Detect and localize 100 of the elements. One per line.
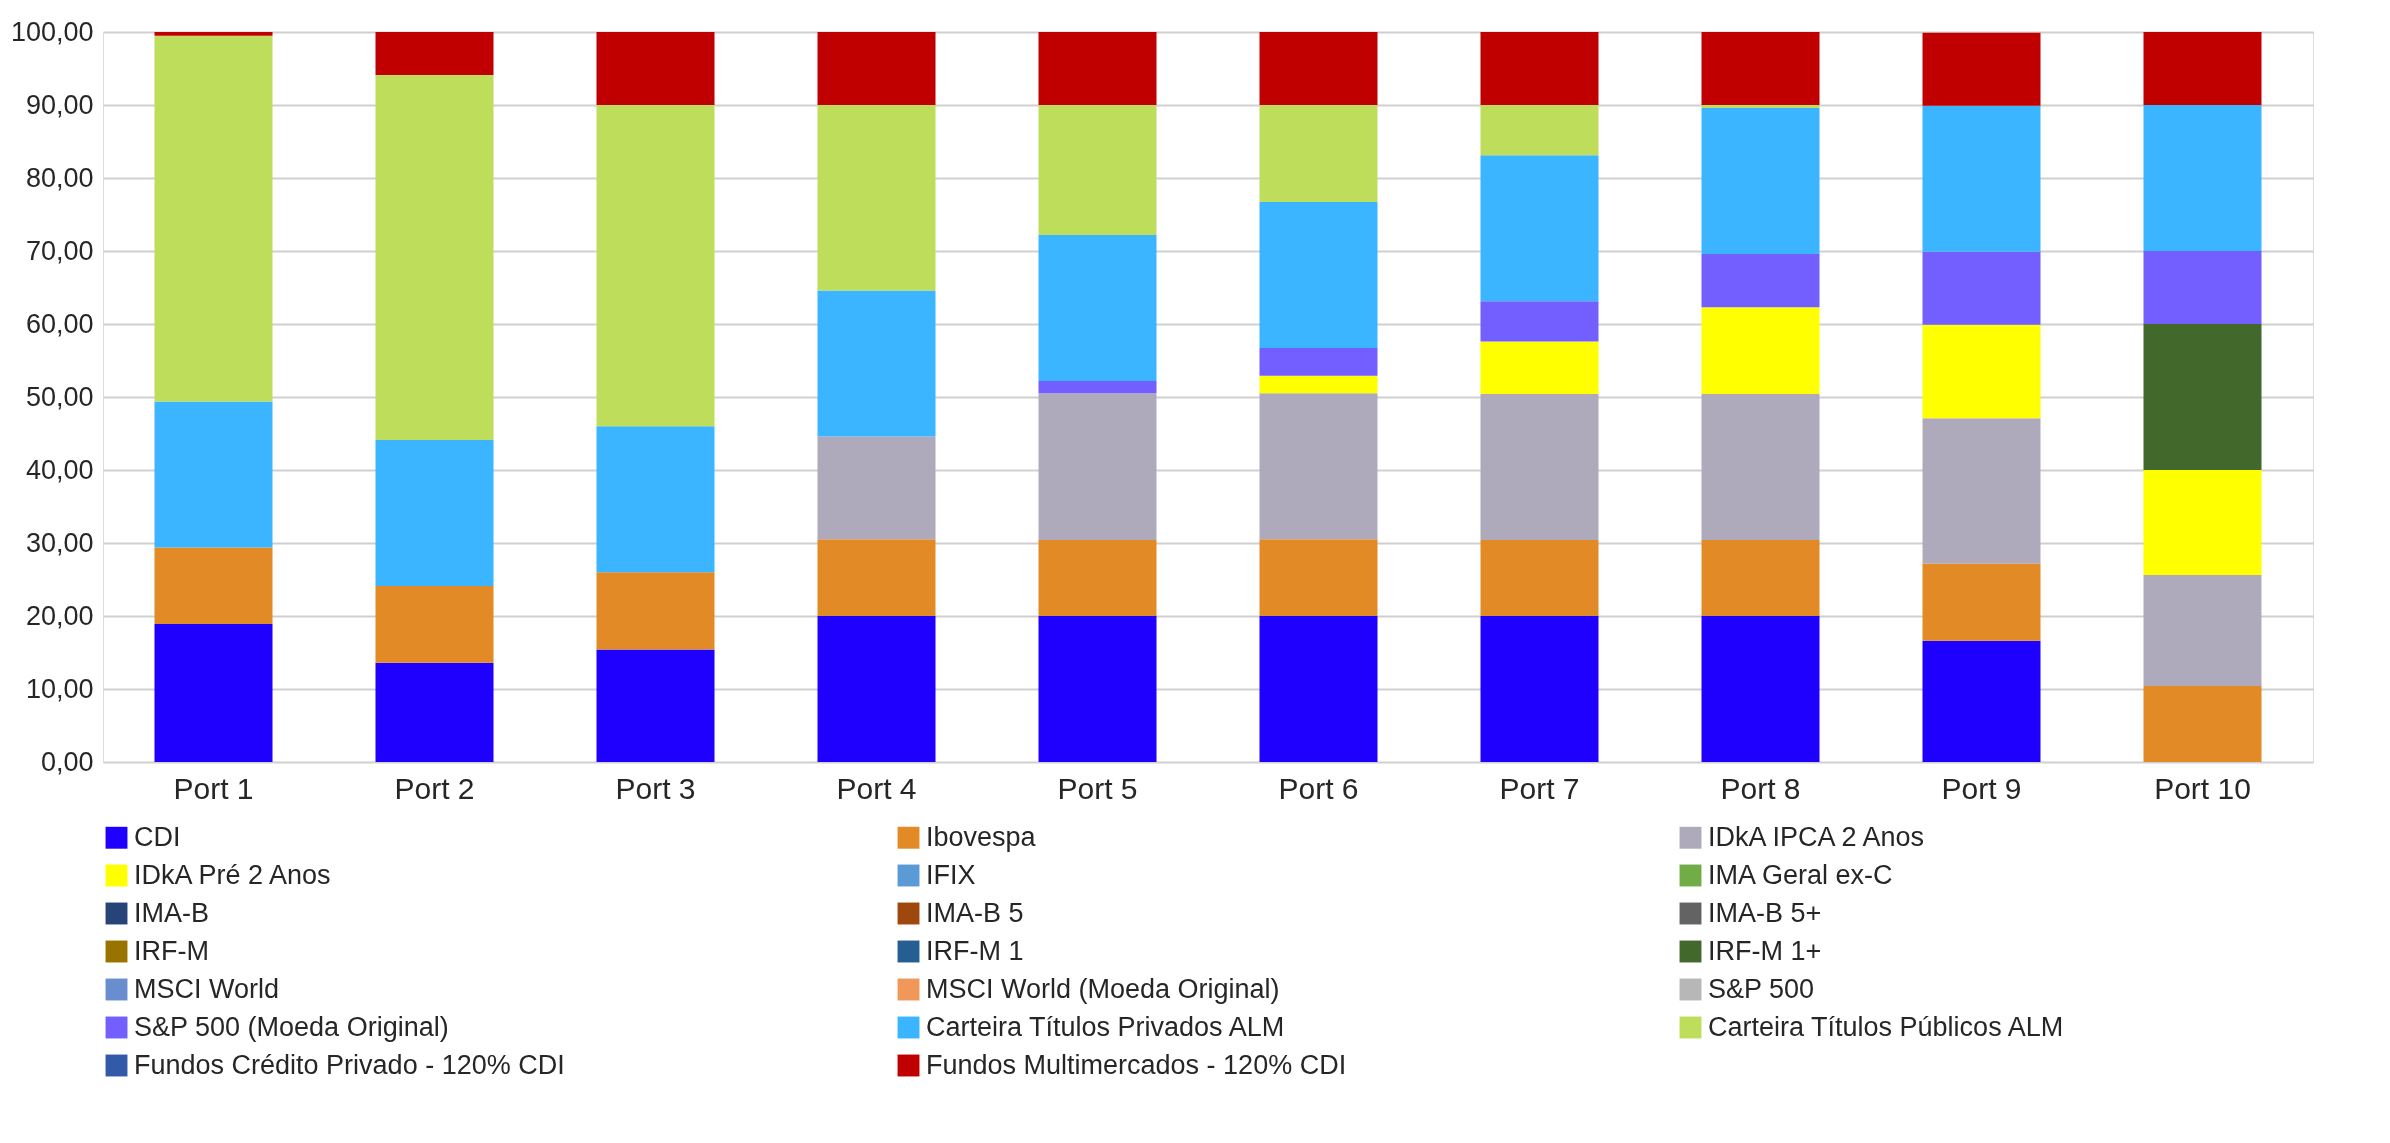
y-tick-label: 40,00: [25, 454, 94, 485]
bar: [817, 436, 936, 540]
bar: [2143, 32, 2262, 105]
bar: [154, 32, 273, 36]
y-tick-label: 90,00: [25, 89, 94, 120]
bar: [1038, 616, 1157, 762]
legend-label: IMA-B 5+: [1708, 897, 1822, 928]
legend-label: Fundos Multimercados - 120% CDI: [926, 1049, 1347, 1080]
legend-label: IFIX: [926, 859, 976, 890]
bar: [375, 586, 494, 663]
bar: [1480, 616, 1599, 762]
bar: [2143, 251, 2262, 324]
legend-label: IDkA IPCA 2 Anos: [1708, 821, 1925, 852]
x-tick-label: Port 1: [173, 771, 254, 805]
x-tick-label: Port 4: [836, 771, 917, 805]
bar: [154, 401, 273, 548]
legend-label: Carteira Títulos Privados ALM: [926, 1011, 1285, 1042]
bar: [1259, 539, 1378, 616]
bar: [1259, 616, 1378, 762]
bar: [375, 662, 494, 762]
bar: [1480, 32, 1599, 105]
bar: [817, 32, 936, 105]
bar: [375, 440, 494, 587]
y-tick-label: 80,00: [25, 162, 94, 193]
y-tick-label: 70,00: [25, 235, 94, 266]
bar: [596, 32, 715, 105]
bar: [1922, 418, 2041, 564]
bar: [2143, 324, 2262, 470]
bar: [154, 547, 273, 625]
bar: [1701, 105, 1820, 108]
legend-label: IDkA Pré 2 Anos: [134, 859, 331, 890]
bar: [1038, 393, 1157, 541]
bar: [1701, 394, 1820, 541]
bar: [1259, 105, 1378, 203]
y-tick-label: 60,00: [25, 308, 94, 339]
x-tick-label: Port 2: [394, 771, 475, 805]
y-tick-label: 100,00: [10, 16, 94, 47]
legend-label: S&P 500: [1708, 973, 1815, 1004]
bar: [1480, 341, 1599, 395]
bar: [375, 32, 494, 76]
bar: [1701, 107, 1820, 254]
legend-label: CDI: [134, 821, 181, 852]
bar: [1701, 253, 1820, 308]
bar: [817, 539, 936, 616]
bar: [1038, 32, 1157, 105]
x-tick-label: Port 9: [1941, 771, 2022, 805]
bar: [817, 616, 936, 762]
y-tick-label: 50,00: [25, 381, 94, 412]
legend-label: IMA-B 5: [926, 897, 1024, 928]
bar: [1480, 105, 1599, 156]
legend-label: S&P 500 (Moeda Original): [134, 1011, 449, 1042]
bar: [1922, 251, 2041, 325]
bar: [1922, 32, 2041, 106]
bar: [596, 105, 715, 427]
legend-label: Carteira Títulos Públicos ALM: [1708, 1011, 2064, 1042]
bar: [596, 649, 715, 762]
legend-label: MSCI World (Moeda Original): [926, 973, 1280, 1004]
bar: [596, 572, 715, 650]
bar: [1259, 32, 1378, 105]
y-tick-label: 0,00: [40, 746, 94, 777]
bar: [2143, 575, 2262, 687]
bar: [1480, 301, 1599, 342]
y-tick-label: 30,00: [25, 527, 94, 558]
bar: [1701, 616, 1820, 762]
bar: [1480, 394, 1599, 541]
bar: [817, 290, 936, 437]
bar: [1922, 324, 2041, 419]
x-tick-label: Port 5: [1057, 771, 1138, 805]
bar: [1922, 640, 2041, 762]
legend-label: IRF-M 1: [926, 935, 1024, 966]
bar: [2143, 105, 2262, 251]
x-tick-label: Port 6: [1278, 771, 1359, 805]
bar: [1480, 155, 1599, 302]
x-tick-label: Port 8: [1720, 771, 1801, 805]
bar: [1259, 348, 1378, 376]
bar: [154, 624, 273, 762]
bar: [1922, 563, 2041, 641]
bar: [1480, 540, 1599, 616]
legend-label: IRF-M 1+: [1708, 935, 1822, 966]
bar: [596, 426, 715, 573]
bar: [1701, 32, 1820, 105]
bar: [1259, 202, 1378, 349]
x-tick-label: Port 7: [1499, 771, 1580, 805]
x-tick-label: Port 3: [615, 771, 696, 805]
legend-label: IMA Geral ex-C: [1708, 859, 1893, 890]
bar: [1038, 105, 1157, 235]
bar: [1038, 540, 1157, 616]
bar: [817, 105, 936, 291]
bar: [1701, 307, 1820, 395]
legend-label: MSCI World: [134, 973, 280, 1004]
bar: [1038, 234, 1157, 381]
bar: [2143, 470, 2262, 576]
bar: [1701, 540, 1820, 616]
legend-label: Fundos Crédito Privado - 120% CDI: [134, 1049, 565, 1080]
bar: [375, 75, 494, 441]
legend-label: IMA-B: [134, 897, 210, 928]
y-tick-label: 10,00: [25, 673, 94, 704]
bar: [1922, 105, 2041, 252]
legend-label: Ibovespa: [926, 821, 1037, 852]
legend-label: IRF-M: [134, 935, 209, 966]
